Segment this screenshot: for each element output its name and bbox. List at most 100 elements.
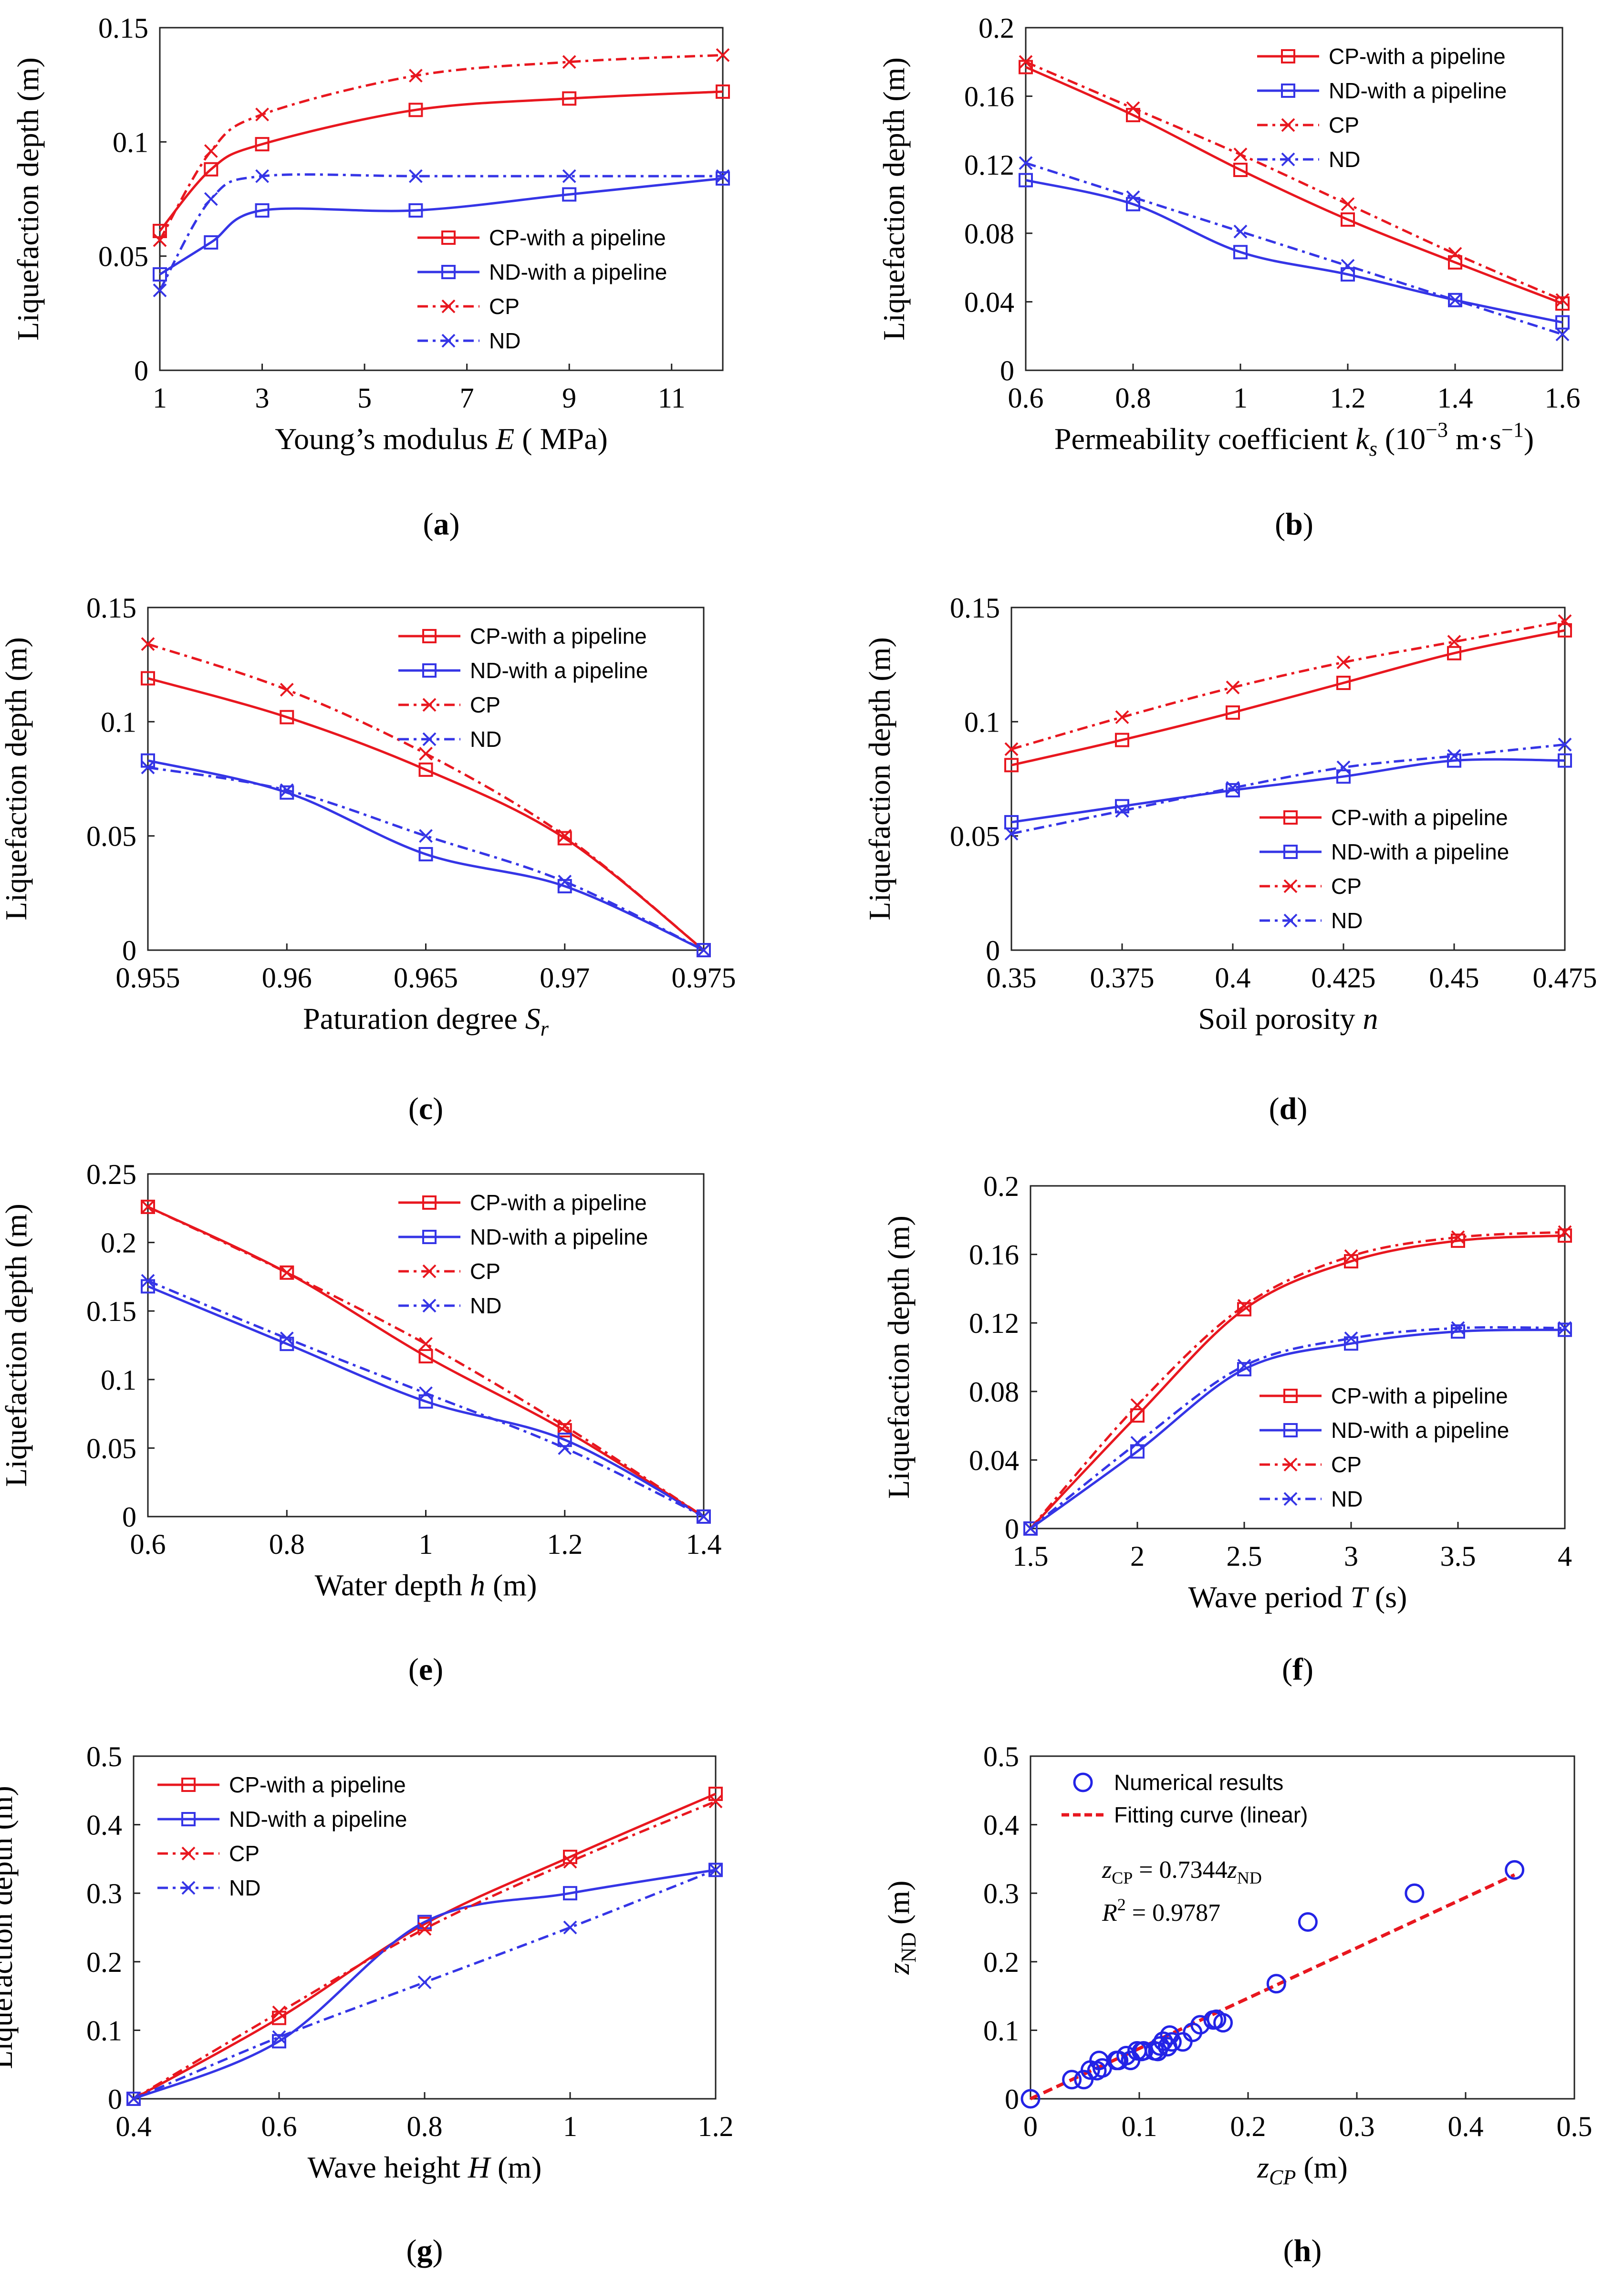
legend-item-cp: CP: [417, 294, 520, 319]
y-tick-label: 0: [134, 355, 148, 387]
legend-label: CP-with a pipeline: [1331, 1383, 1508, 1408]
series-line: [147, 766, 705, 952]
legend-label: CP: [470, 1259, 500, 1284]
series-line: [1011, 620, 1565, 751]
data-point: [562, 187, 577, 202]
y-tick-label: 0.12: [969, 1308, 1019, 1339]
data-point: [1004, 758, 1019, 773]
x-tick-label: 7: [460, 382, 474, 414]
plot-frame: [159, 27, 724, 371]
data-point: [272, 2030, 286, 2044]
y-axis-label: Liquefaction depth (m): [0, 637, 33, 921]
legend-item-cp: CP: [1260, 874, 1362, 899]
data-point: [563, 1850, 577, 1864]
data-point: [272, 2005, 286, 2020]
legend-marker: [422, 663, 437, 678]
data-point: [1004, 815, 1019, 829]
y-tick-label: 0.4: [983, 1810, 1019, 1841]
legend-item-cp_pipe: CP-with a pipeline: [157, 1772, 406, 1797]
legend-item-cp: CP: [398, 692, 500, 717]
data-point: [141, 1199, 155, 1214]
data-point: [558, 1441, 572, 1455]
data-point: [280, 710, 294, 724]
data-point: [716, 169, 730, 183]
data-point: [418, 1349, 433, 1363]
data-point: [1558, 737, 1572, 752]
legend-label: ND: [1331, 908, 1363, 933]
x-tick-label: 3: [1344, 1540, 1358, 1572]
legend-item-cp_pipe: CP-with a pipeline: [1257, 44, 1506, 69]
x-tick-label: 2.5: [1227, 1540, 1262, 1572]
legend-item-cp: CP: [1257, 113, 1359, 137]
legend-label: ND: [470, 1293, 501, 1318]
data-point: [1226, 783, 1240, 797]
legend-label: CP: [1329, 113, 1359, 137]
legend-item-nd: ND: [157, 1875, 260, 1900]
y-tick-label: 0.4: [86, 1810, 122, 1841]
legend: CP-with a pipeline ND-with a pipeline CP ND: [398, 1190, 648, 1318]
y-tick-label: 0.05: [950, 821, 1000, 852]
data-point: [1130, 1408, 1145, 1423]
data-point: [697, 943, 711, 957]
y-tick-label: 0: [986, 935, 1000, 966]
panel-g: 0.4 0.6 0.8 1 1.2 0 0.1 0.2 0.3 0.4 0.5 Wave height…: [0, 1741, 734, 2268]
data-point: [1266, 1974, 1286, 1994]
panel-label: (f): [1282, 1652, 1313, 1687]
legend-label: ND: [1331, 1487, 1363, 1511]
x-tick-label: 0.3: [1339, 2111, 1375, 2142]
y-axis-label: Liquefaction depth (m): [0, 1204, 33, 1487]
data-point: [1344, 1249, 1358, 1263]
data-point: [1558, 1228, 1572, 1243]
y-tick-label: 0: [108, 2084, 122, 2115]
series-nd: [1004, 737, 1572, 841]
series-cp: [1004, 614, 1572, 756]
data-point: [1447, 753, 1461, 768]
data-point: [141, 1200, 155, 1214]
legend-item-nd_pipe: ND-with a pipeline: [398, 1225, 648, 1249]
legend-marker: [181, 1812, 196, 1826]
series-nd: [141, 1274, 711, 1524]
data-point: [1213, 2013, 1233, 2033]
data-point: [280, 1266, 294, 1280]
data-point: [716, 171, 730, 186]
data-point: [1336, 675, 1351, 690]
series-nd_pipe: [153, 171, 730, 282]
legend-label: ND-with a pipeline: [1331, 839, 1509, 864]
y-tick-label: 0.12: [964, 149, 1014, 181]
legend-marker: [1281, 49, 1295, 63]
legend-label: ND-with a pipeline: [229, 1807, 407, 1832]
legend-marker: [422, 732, 437, 746]
data-point: [1447, 749, 1461, 763]
series-line: [159, 177, 723, 276]
y-tick-label: 0.04: [969, 1445, 1019, 1476]
data-point: [558, 1419, 572, 1433]
legend-item-cp_pipe: CP-with a pipeline: [417, 225, 666, 250]
legend-item-nd: ND: [398, 727, 501, 752]
legend-marker: [181, 1778, 196, 1792]
y-tick-label: 0.1: [964, 706, 1000, 738]
y-tick-label: 0.5: [86, 1741, 122, 1772]
series-line: [1025, 162, 1563, 335]
y-tick-label: 0.5: [983, 1741, 1019, 1772]
legend-marker: [422, 1195, 437, 1210]
data-point: [1126, 190, 1140, 204]
legend-marker: [422, 1264, 437, 1278]
legend-marker: [1283, 845, 1298, 859]
y-tick-label: 0.15: [86, 592, 136, 624]
data-point: [1336, 769, 1351, 784]
y-tick-label: 0.05: [86, 1433, 136, 1464]
legend-label: ND-with a pipeline: [1329, 78, 1507, 103]
x-tick-label: 11: [658, 382, 686, 414]
legend-item-cp_pipe: CP-with a pipeline: [398, 624, 647, 649]
data-point: [708, 1794, 723, 1809]
data-point: [1130, 1398, 1145, 1412]
data-point: [126, 2092, 141, 2106]
data-point: [1558, 623, 1572, 638]
data-point: [1451, 1230, 1465, 1245]
data-point: [280, 783, 294, 797]
legend-label: ND-with a pipeline: [1331, 1418, 1509, 1443]
data-point: [1558, 1322, 1572, 1337]
data-point: [141, 671, 155, 686]
series-cp: [1019, 55, 1570, 307]
series-line: [1011, 743, 1565, 835]
